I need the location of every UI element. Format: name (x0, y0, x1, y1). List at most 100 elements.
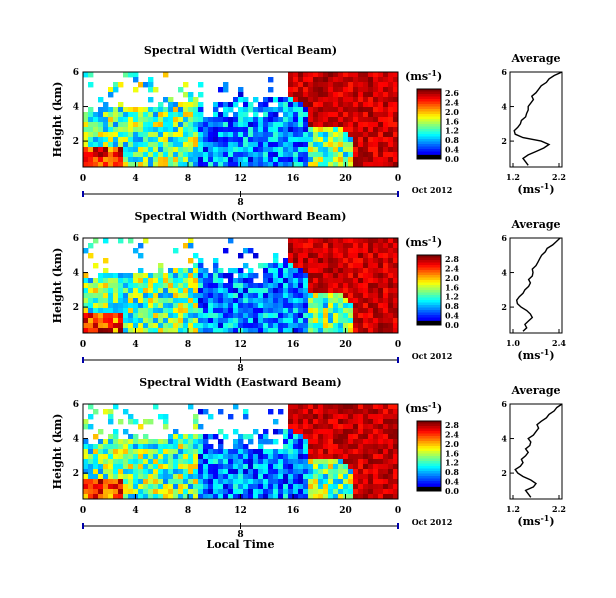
heatmap-cell (283, 484, 289, 490)
y-tick-label: 6 (73, 68, 79, 78)
heatmap-cell (233, 404, 239, 410)
heatmap-cell (323, 117, 329, 123)
heatmap-cell (338, 419, 344, 425)
heatmap-cell (388, 283, 394, 289)
heatmap-cell (363, 434, 369, 440)
heatmap-cell (168, 459, 174, 465)
heatmap-cell (218, 479, 224, 485)
colorbar-segment (417, 277, 441, 281)
heatmap-cell (363, 142, 369, 148)
colorbar-segment (417, 94, 441, 97)
heatmap-cell (373, 308, 379, 314)
heatmap-cell (278, 409, 284, 415)
heatmap-cell (213, 328, 219, 334)
heatmap-cell (278, 449, 284, 455)
heatmap-cell (328, 258, 334, 264)
heatmap-cell (293, 474, 299, 480)
heatmap-cell (103, 469, 109, 475)
heatmap-cell (328, 238, 334, 244)
heatmap-cell (353, 479, 359, 485)
colorbar-tick-label: 2.4 (445, 97, 459, 107)
heatmap-cell (383, 313, 389, 319)
heatmap-cell (333, 424, 339, 430)
heatmap-cell (188, 454, 194, 460)
heatmap-cell (138, 268, 144, 274)
heatmap-cell (338, 87, 344, 93)
heatmap-cell (278, 479, 284, 485)
heatmap-cell (343, 112, 349, 118)
heatmap-cell (173, 132, 179, 138)
heatmap-cell (108, 494, 114, 500)
heatmap-cell (388, 303, 394, 309)
heatmap-cell (263, 273, 269, 279)
heatmap-cell (248, 268, 254, 274)
heatmap-cell (183, 474, 189, 480)
heatmap-cell (268, 147, 274, 153)
heatmap-cell (343, 77, 349, 83)
heatmap-cell (98, 157, 104, 163)
heatmap-cell (148, 293, 154, 299)
heatmap-cell (258, 479, 264, 485)
heatmap-cell (353, 323, 359, 329)
heatmap-cell (308, 303, 314, 309)
colorbar-segment (417, 290, 441, 293)
heatmap-cell (143, 479, 149, 485)
heatmap-cell (243, 147, 249, 153)
heatmap-cell (98, 137, 104, 143)
heatmap-cell (208, 484, 214, 490)
heatmap-cell (153, 132, 159, 138)
heatmap-cell (173, 429, 179, 435)
heatmap-cell (263, 489, 269, 495)
heatmap-cell (303, 323, 309, 329)
heatmap-cell (118, 419, 124, 425)
heatmap-cell (213, 474, 219, 480)
heatmap-cell (153, 127, 159, 133)
heatmap-cell (233, 328, 239, 334)
heatmap-cell (143, 273, 149, 279)
heatmap-cell (263, 479, 269, 485)
heatmap-cell (243, 117, 249, 123)
heatmap-cell (133, 137, 139, 143)
heatmap-cell (173, 494, 179, 500)
heatmap-cell (288, 464, 294, 470)
heatmap-cell (313, 253, 319, 259)
heatmap-cell (163, 152, 169, 158)
heatmap-cell (333, 283, 339, 289)
heatmap-cell (248, 469, 254, 475)
average-title: Average (510, 218, 560, 231)
heatmap-cell (323, 494, 329, 500)
heatmap-cell (283, 273, 289, 279)
heatmap-cell (313, 328, 319, 334)
heatmap-cell (318, 137, 324, 143)
heatmap-cell (308, 112, 314, 118)
heatmap-cell (338, 323, 344, 329)
heatmap-cell (333, 238, 339, 244)
heatmap-cell (338, 439, 344, 445)
heatmap-cell (288, 328, 294, 334)
heatmap-cell (118, 288, 124, 294)
heatmap-cell (293, 323, 299, 329)
heatmap-cell (188, 268, 194, 274)
heatmap-cell (378, 243, 384, 249)
heatmap-cell (163, 273, 169, 279)
heatmap-cell (118, 313, 124, 319)
heatmap-cell (208, 454, 214, 460)
heatmap-cell (368, 479, 374, 485)
avg-unit-sup: -1 (540, 347, 549, 357)
colorbar-frame (416, 88, 442, 160)
heatmap-cell (368, 142, 374, 148)
heatmap-cell (158, 137, 164, 143)
heatmap-cell (383, 414, 389, 420)
heatmap-cell (313, 72, 319, 78)
heatmap-cell (88, 298, 94, 304)
heatmap-cell (328, 162, 334, 168)
heatmap-cell (338, 449, 344, 455)
heatmap-cell (343, 273, 349, 279)
heatmap-cell (373, 328, 379, 334)
heatmap-cell (118, 147, 124, 153)
heatmap-cell (88, 454, 94, 460)
heatmap-cell (333, 127, 339, 133)
heatmap-cell (388, 484, 394, 490)
heatmap-cell (178, 102, 184, 108)
heatmap-cell (288, 238, 294, 244)
